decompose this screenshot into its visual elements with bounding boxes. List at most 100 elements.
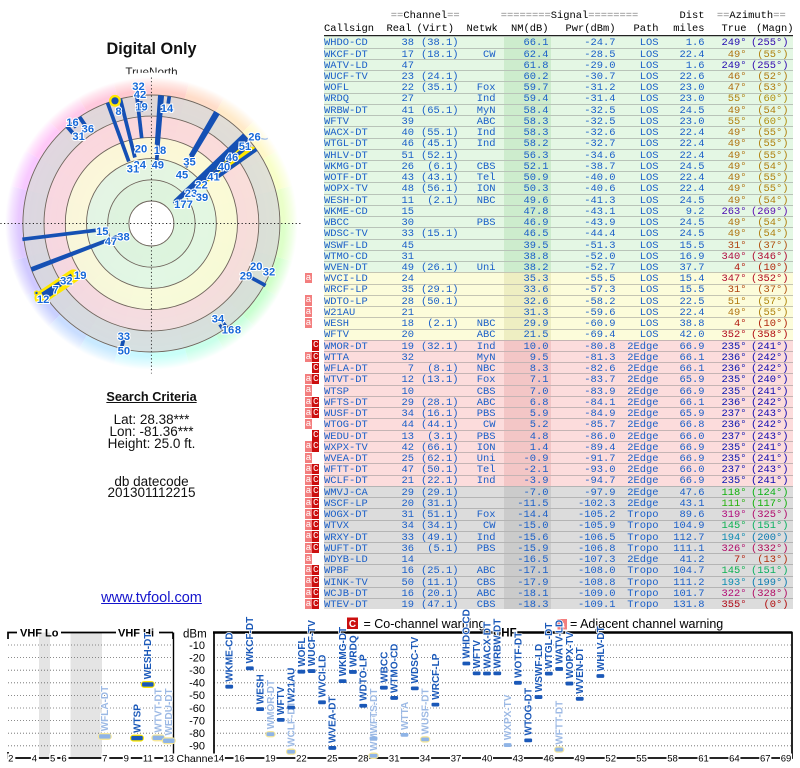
- svg-text:32: 32: [263, 266, 275, 278]
- svg-text:64: 64: [729, 754, 740, 765]
- svg-text:WVEN-DT: WVEN-DT: [575, 647, 586, 694]
- svg-text:WESH-DT: WESH-DT: [143, 633, 154, 680]
- svg-text:= Co-channel warning: = Co-channel warning: [364, 617, 486, 631]
- svg-text:-20: -20: [189, 652, 205, 664]
- svg-text:WEDU-DT: WEDU-DT: [164, 688, 175, 735]
- svg-text:16: 16: [66, 117, 78, 129]
- svg-text:9: 9: [124, 754, 129, 765]
- svg-text:32: 32: [60, 276, 72, 288]
- svg-text:WTOG-DT: WTOG-DT: [524, 688, 535, 736]
- svg-text:-50: -50: [189, 690, 205, 702]
- svg-text:32: 32: [132, 81, 144, 93]
- svg-text:-60: -60: [189, 703, 205, 715]
- svg-text:WFTS-DT: WFTS-DT: [369, 688, 380, 733]
- svg-text:11: 11: [143, 754, 153, 765]
- svg-text:177: 177: [174, 199, 193, 211]
- svg-text:8: 8: [235, 324, 241, 336]
- svg-text:46: 46: [226, 152, 238, 164]
- svg-text:37: 37: [451, 754, 462, 765]
- svg-text:WFLA-DT: WFLA-DT: [100, 686, 111, 732]
- svg-text:19: 19: [74, 270, 86, 282]
- svg-text:19: 19: [265, 754, 276, 765]
- svg-text:15: 15: [96, 226, 108, 238]
- svg-text:WOPX-TV: WOPX-TV: [565, 632, 576, 679]
- svg-text:dBm: dBm: [183, 629, 207, 641]
- svg-text:20: 20: [250, 261, 262, 273]
- svg-text:WUSF-DT: WUSF-DT: [421, 688, 432, 734]
- svg-text:31: 31: [389, 754, 400, 765]
- svg-text:25: 25: [327, 754, 338, 765]
- svg-text:20: 20: [135, 143, 147, 155]
- svg-text:40: 40: [218, 161, 230, 173]
- svg-text:WTMO-CD: WTMO-CD: [390, 644, 401, 693]
- svg-text:26: 26: [248, 131, 260, 143]
- svg-text:WUCF-TV: WUCF-TV: [307, 620, 318, 666]
- svg-text:35: 35: [183, 156, 195, 168]
- svg-text:WKMG-DT: WKMG-DT: [338, 627, 349, 676]
- svg-text:WDSC-TV: WDSC-TV: [410, 636, 421, 683]
- svg-text:29: 29: [240, 271, 252, 283]
- svg-text:43: 43: [513, 754, 524, 765]
- svg-text:WHDO-CD: WHDO-CD: [462, 609, 473, 658]
- svg-text:38: 38: [117, 231, 129, 243]
- svg-text:WTGL-DT: WTGL-DT: [544, 623, 555, 669]
- svg-text:22: 22: [195, 179, 207, 191]
- svg-text:C: C: [349, 619, 356, 630]
- svg-text:8: 8: [115, 106, 121, 118]
- svg-text:49: 49: [152, 160, 164, 172]
- svg-text:2: 2: [8, 754, 13, 765]
- svg-text:47: 47: [105, 236, 117, 248]
- svg-text:WTSP: WTSP: [132, 704, 143, 733]
- svg-text:WFTT-DT: WFTT-DT: [555, 701, 566, 745]
- svg-text:WOFL: WOFL: [297, 637, 308, 666]
- svg-text:WKCF-DT: WKCF-DT: [245, 617, 256, 664]
- svg-text:W21AU: W21AU: [286, 668, 297, 703]
- svg-text:39: 39: [196, 192, 208, 204]
- svg-text:WACX-DT: WACX-DT: [482, 622, 493, 669]
- svg-text:VHF Hi: VHF Hi: [118, 628, 154, 640]
- svg-text:18: 18: [154, 145, 166, 157]
- svg-text:WXPX-TV: WXPX-TV: [503, 694, 514, 740]
- svg-text:41: 41: [207, 171, 219, 183]
- svg-text:14: 14: [214, 754, 225, 765]
- svg-text:WDTO-LP: WDTO-LP: [359, 654, 370, 701]
- svg-text:5: 5: [50, 754, 55, 765]
- svg-text:36: 36: [82, 123, 94, 135]
- svg-text:16: 16: [222, 324, 234, 336]
- svg-text:7: 7: [102, 754, 107, 765]
- svg-text:-40: -40: [189, 678, 205, 690]
- svg-text:WRDQ: WRDQ: [348, 635, 359, 667]
- svg-text:45: 45: [176, 169, 188, 181]
- svg-text:28: 28: [358, 754, 369, 765]
- svg-text:WVEA-DT: WVEA-DT: [328, 696, 339, 743]
- svg-text:WMOR-DT: WMOR-DT: [266, 680, 277, 729]
- svg-text:52: 52: [605, 754, 616, 765]
- svg-text:WESH: WESH: [256, 674, 267, 704]
- svg-text:UHF: UHF: [493, 628, 517, 640]
- svg-text:31: 31: [72, 131, 84, 143]
- svg-text:40: 40: [482, 754, 493, 765]
- svg-text:WBCC: WBCC: [379, 652, 390, 683]
- svg-text:50: 50: [118, 345, 130, 357]
- svg-text:VHF Lo: VHF Lo: [20, 628, 59, 640]
- svg-text:-70: -70: [189, 715, 205, 727]
- svg-text:WVCI-LD: WVCI-LD: [317, 655, 328, 698]
- svg-text:a: a: [560, 620, 566, 631]
- svg-text:4: 4: [32, 754, 37, 765]
- svg-text:42: 42: [134, 89, 146, 101]
- svg-text:WTVT-DT: WTVT-DT: [154, 688, 165, 732]
- svg-text:58: 58: [667, 754, 678, 765]
- svg-text:55: 55: [636, 754, 647, 765]
- svg-text:WRCF-LP: WRCF-LP: [431, 653, 442, 699]
- svg-text:31: 31: [127, 163, 139, 175]
- svg-text:Channel: Channel: [177, 753, 216, 765]
- svg-text:-90: -90: [189, 741, 205, 753]
- svg-text:7: 7: [53, 285, 59, 297]
- svg-text:49: 49: [575, 754, 586, 765]
- svg-text:69: 69: [781, 754, 792, 765]
- svg-text:-10: -10: [189, 640, 205, 652]
- svg-text:= Adjacent channel warning: = Adjacent channel warning: [570, 617, 723, 631]
- svg-text:14: 14: [161, 103, 174, 115]
- svg-text:⁓: ⁓: [258, 134, 268, 145]
- svg-text:61: 61: [698, 754, 709, 765]
